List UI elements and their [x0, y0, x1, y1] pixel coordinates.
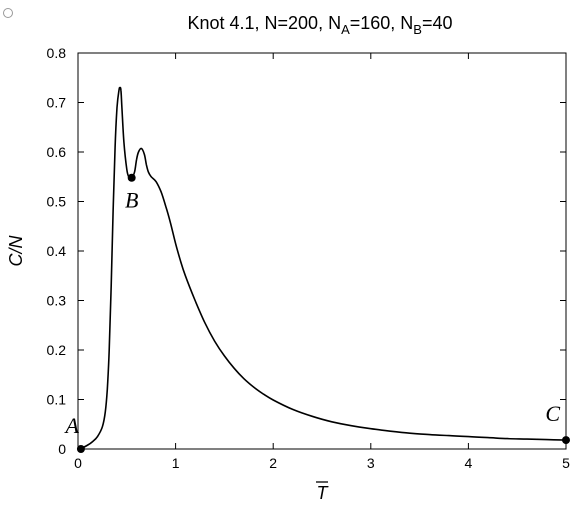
x-tick-label: 0 — [74, 455, 82, 471]
x-tick-label: 2 — [269, 455, 277, 471]
tick-labels: 0 1 2 3 4 5 0 0.1 0.2 0.3 0.4 0.5 0.6 0.7 0.8 — [47, 45, 571, 471]
point-label-a: A — [63, 413, 79, 438]
point-markers: A B C — [63, 173, 570, 453]
x-tick-label: 1 — [172, 455, 180, 471]
y-axis-label: C/N — [6, 235, 26, 267]
x-tick-label: 5 — [562, 455, 570, 471]
y-tick-label: 0.5 — [47, 194, 67, 210]
y-tick-label: 0.3 — [47, 293, 67, 309]
point-a — [76, 445, 85, 453]
x-axis-label: T — [317, 483, 330, 503]
axis-ticks — [77, 52, 567, 450]
point-label-b: B — [125, 188, 138, 213]
y-tick-label: 0.6 — [47, 144, 67, 160]
plot-frame — [77, 52, 567, 450]
y-tick-label: 0.1 — [47, 392, 67, 408]
chart-title: Knot 4.1, N=200, NA=160, NB=40 — [187, 13, 452, 37]
corner-circle-icon — [3, 8, 13, 18]
y-tick-label: 0 — [58, 441, 66, 457]
y-tick-label: 0.8 — [47, 45, 67, 61]
series-line — [77, 86, 567, 450]
x-tick-label: 3 — [367, 455, 375, 471]
point-b — [127, 173, 136, 182]
point-c — [562, 436, 570, 445]
y-tick-label: 0.2 — [47, 342, 67, 358]
x-tick-label: 4 — [465, 455, 473, 471]
y-tick-label: 0.4 — [47, 243, 67, 259]
y-tick-label: 0.7 — [47, 95, 67, 111]
point-label-c: C — [545, 401, 560, 426]
